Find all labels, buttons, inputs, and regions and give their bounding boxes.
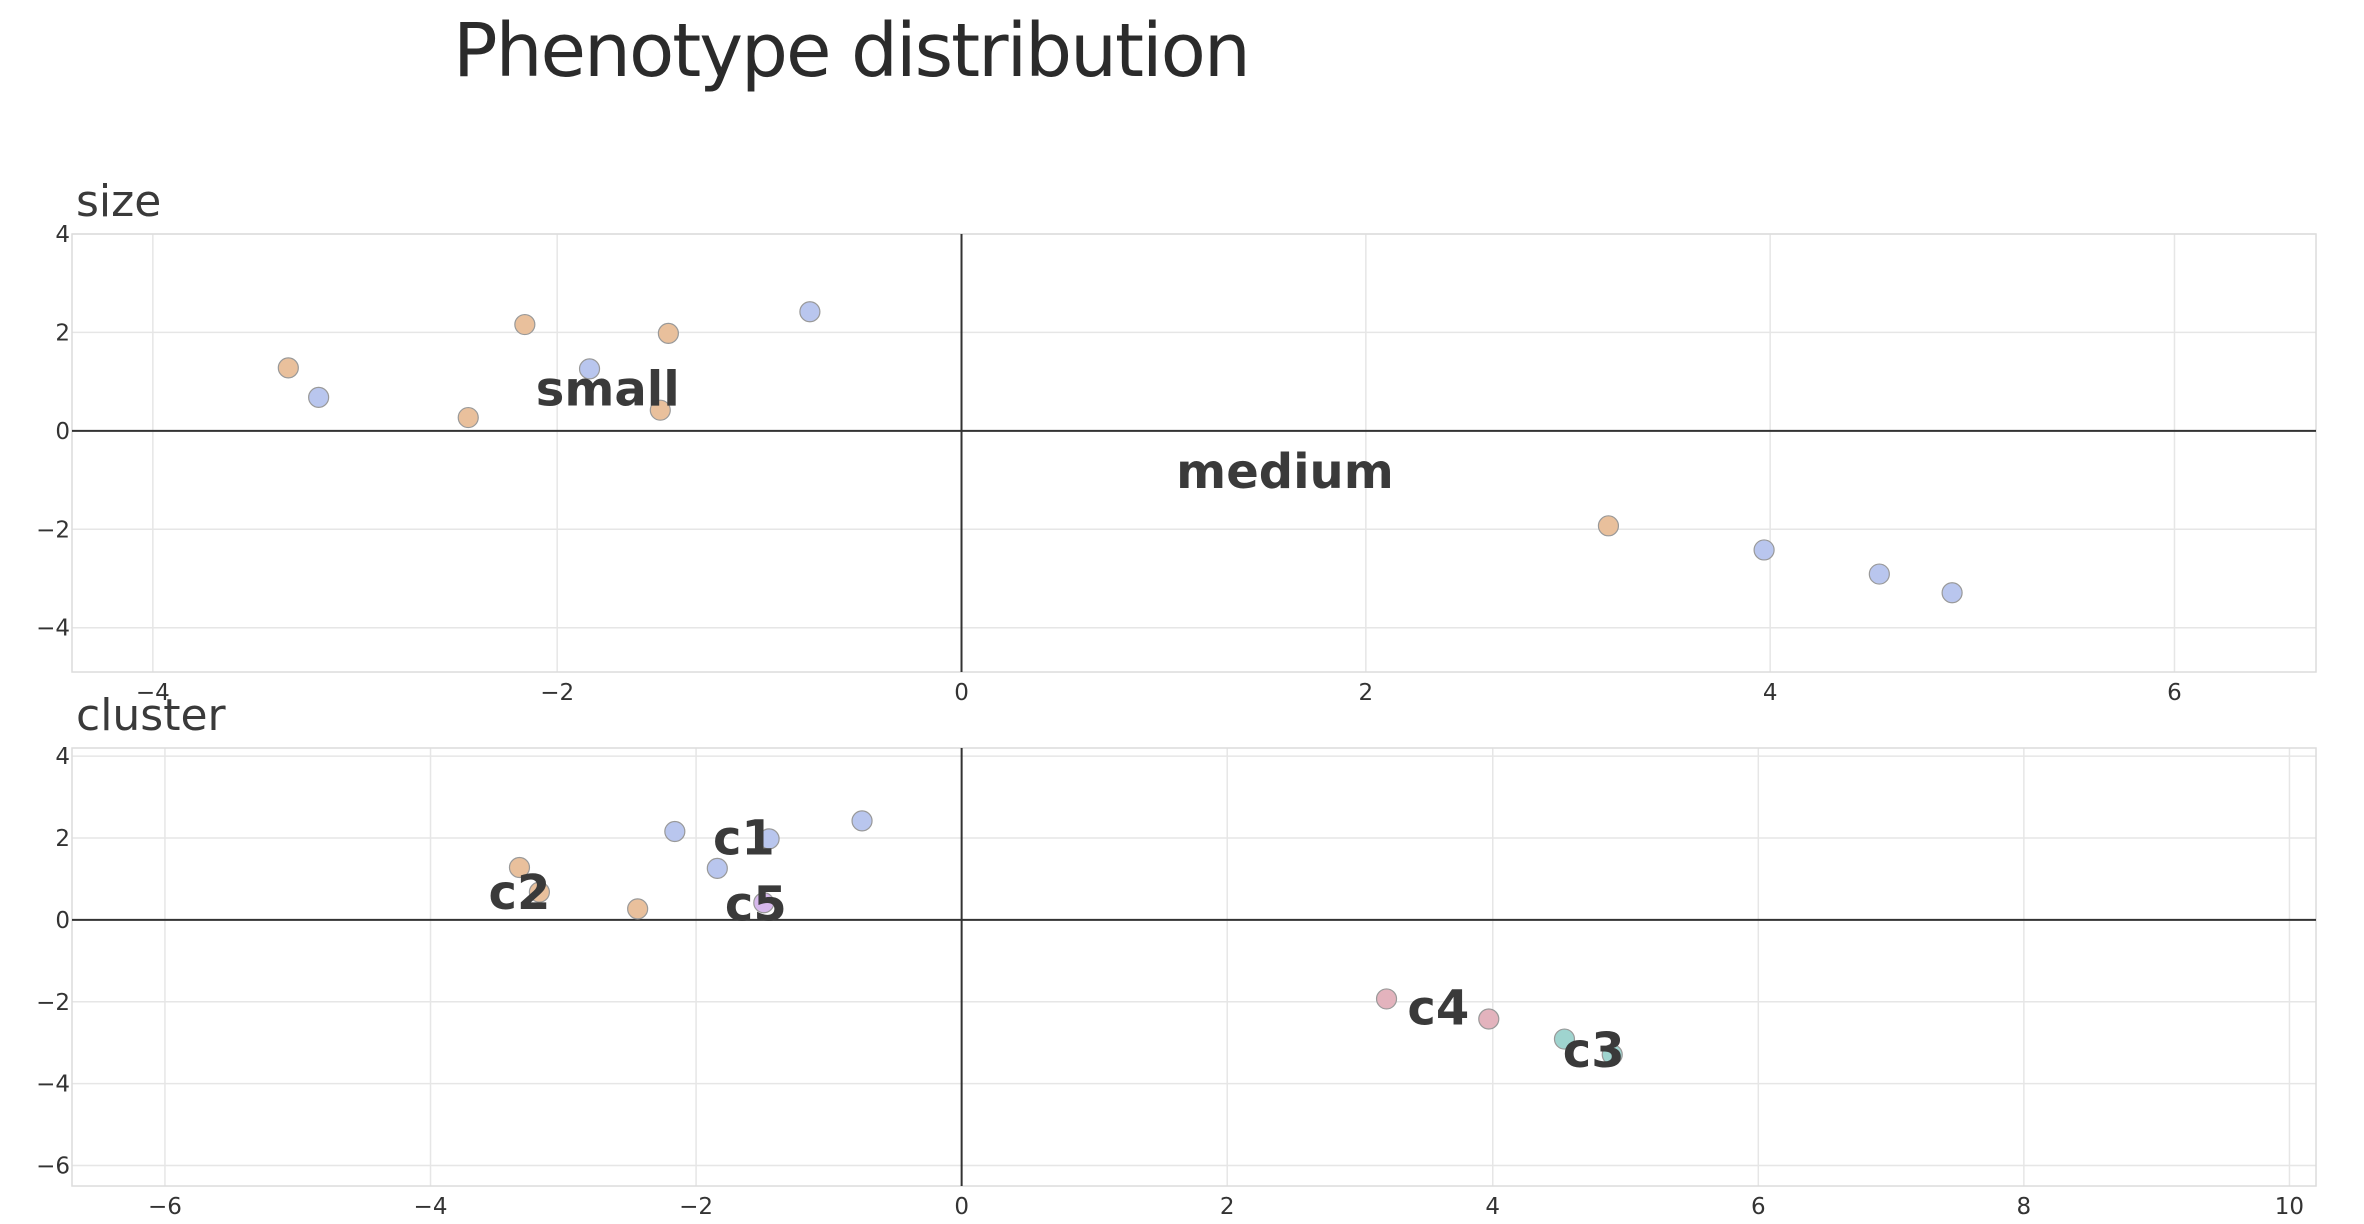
y-tick-label: −4: [36, 616, 70, 642]
panel-0: size −4 −2 0 2 4 6 4 2 0 −2 −4 small medium: [36, 176, 2317, 706]
x-tick-label: 6: [2167, 680, 2182, 706]
data-point: [1868, 563, 1890, 585]
chart-title: Phenotype distribution: [453, 8, 1251, 94]
data-point: [578, 358, 601, 380]
panel-1: cluster −6 −4 −2 0 2 4 6 8 10 4 2 0 −2 −4 −6 c1 c2 c5 c4 c3: [36, 690, 2317, 1220]
x-tick-label: −4: [414, 1194, 448, 1220]
panel-title: size: [76, 176, 161, 227]
data-point: [1601, 1043, 1623, 1066]
y-tick-label: −6: [36, 1154, 70, 1180]
panel-title: cluster: [76, 690, 227, 741]
y-tick-label: 4: [55, 744, 70, 770]
data-point: [758, 828, 780, 850]
x-tick-label: 4: [1763, 680, 1778, 706]
data-point: [851, 810, 873, 832]
y-tick-label: −2: [36, 517, 70, 543]
data-point: [508, 856, 531, 879]
data-point: [799, 301, 821, 323]
data-point: [1941, 582, 1963, 604]
x-tick-label: 6: [1751, 1194, 1766, 1220]
y-tick-label: 0: [55, 419, 70, 445]
data-point: [1553, 1028, 1576, 1050]
data-point: [1597, 515, 1620, 537]
y-tick-label: 4: [55, 222, 70, 248]
cluster-label: small: [536, 361, 680, 417]
data-point: [753, 892, 775, 914]
data-point: [657, 322, 679, 345]
data-point: [277, 357, 299, 379]
data-point: [627, 898, 649, 920]
x-tick-label: 8: [2017, 1194, 2032, 1220]
x-tick-label: 2: [1220, 1194, 1235, 1220]
x-tick-label: 10: [2275, 1194, 2304, 1220]
data-point: [308, 386, 330, 408]
x-tick-label: −4: [136, 680, 170, 706]
data-point: [706, 857, 728, 879]
y-tick-label: 2: [55, 826, 70, 852]
x-tick-label: 4: [1485, 1194, 1500, 1220]
data-point: [664, 820, 686, 843]
x-tick-label: −6: [148, 1194, 182, 1220]
plot-frame: [71, 747, 2317, 1187]
x-tick-label: −2: [540, 680, 574, 706]
y-tick-label: 2: [55, 320, 70, 346]
cluster-label: c1: [713, 810, 775, 866]
cluster-label: c3: [1563, 1023, 1625, 1079]
data-point: [1375, 988, 1398, 1010]
x-tick-label: 0: [954, 1194, 969, 1220]
data-point: [1753, 539, 1775, 561]
data-point: [528, 881, 550, 903]
y-tick-label: −4: [36, 1072, 70, 1098]
cluster-label: c2: [489, 865, 551, 921]
cluster-label: c4: [1407, 981, 1469, 1037]
data-point: [457, 406, 479, 429]
x-tick-label: 2: [1359, 680, 1374, 706]
data-point: [649, 399, 671, 421]
data-point: [1478, 1008, 1500, 1030]
cluster-label: c5: [725, 877, 787, 933]
x-tick-label: 0: [954, 680, 969, 706]
x-tick-label: −2: [679, 1194, 713, 1220]
y-tick-label: 0: [55, 908, 70, 934]
data-point: [514, 313, 536, 336]
plot-frame: [71, 233, 2317, 673]
cluster-label: medium: [1176, 444, 1394, 500]
y-tick-label: −2: [36, 990, 70, 1016]
